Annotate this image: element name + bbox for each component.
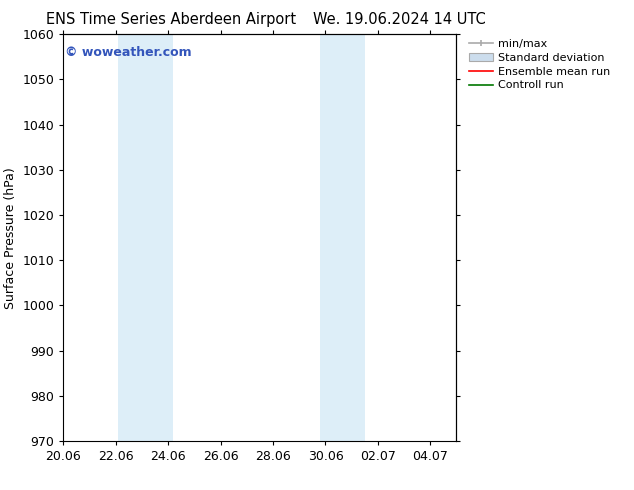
Bar	[119, 34, 174, 441]
Bar	[320, 34, 365, 441]
Text: We. 19.06.2024 14 UTC: We. 19.06.2024 14 UTC	[313, 12, 486, 27]
Legend: min/max, Standard deviation, Ensemble mean run, Controll run: min/max, Standard deviation, Ensemble me…	[464, 34, 614, 95]
Text: ENS Time Series Aberdeen Airport: ENS Time Series Aberdeen Airport	[46, 12, 296, 27]
Text: © woweather.com: © woweather.com	[65, 46, 192, 59]
Y-axis label: Surface Pressure (hPa): Surface Pressure (hPa)	[4, 167, 17, 309]
